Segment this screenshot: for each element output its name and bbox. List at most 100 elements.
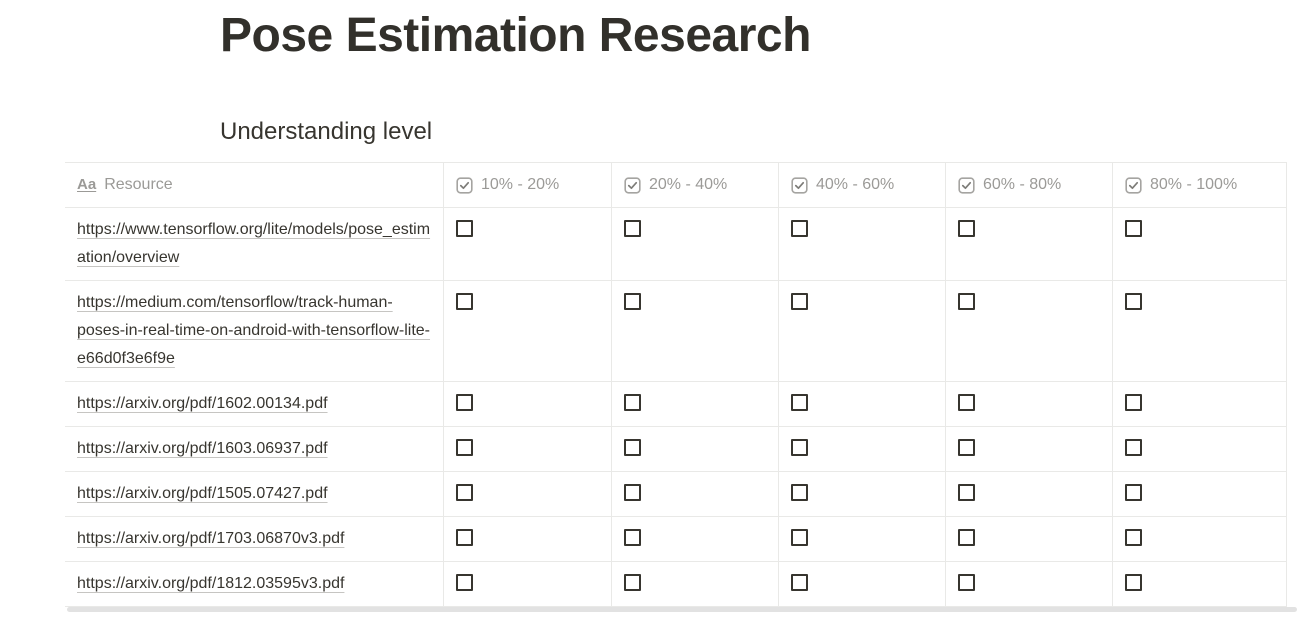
row-3-col-3-checkbox[interactable] xyxy=(958,439,975,456)
checkbox-cell xyxy=(444,382,612,426)
row-0-col-2-checkbox[interactable] xyxy=(791,220,808,237)
checkbox-cell xyxy=(612,517,779,561)
column-header-checkbox-4[interactable]: 80% - 100% xyxy=(1113,163,1287,207)
checkbox-cell xyxy=(1113,281,1287,381)
row-6-col-3-checkbox[interactable] xyxy=(958,574,975,591)
row-2-col-2-checkbox[interactable] xyxy=(791,394,808,411)
understanding-level-table: Aa Resource 10% - 20% 20% - 40% 40% - 60% 6… xyxy=(65,162,1287,607)
checkbox-property-icon xyxy=(1125,176,1142,194)
column-header-checkbox-1[interactable]: 20% - 40% xyxy=(612,163,779,207)
checkbox-property-icon xyxy=(791,176,808,194)
resource-link[interactable]: https://arxiv.org/pdf/1603.06937.pdf xyxy=(77,440,328,457)
checkbox-cell xyxy=(779,427,946,471)
checkbox-cell xyxy=(946,281,1113,381)
checkbox-cell xyxy=(779,562,946,606)
table-row: https://arxiv.org/pdf/1505.07427.pdf xyxy=(65,472,1287,517)
resource-link[interactable]: https://www.tensorflow.org/lite/models/p… xyxy=(77,221,431,266)
checkbox-cell xyxy=(444,208,612,280)
checkbox-cell xyxy=(946,382,1113,426)
checkbox-cell xyxy=(612,562,779,606)
row-2-col-4-checkbox[interactable] xyxy=(1125,394,1142,411)
row-4-col-3-checkbox[interactable] xyxy=(958,484,975,501)
resource-link[interactable]: https://arxiv.org/pdf/1812.03595v3.pdf xyxy=(77,575,345,592)
resource-link[interactable]: https://medium.com/tensorflow/track-huma… xyxy=(77,294,431,367)
checkbox-cell xyxy=(779,208,946,280)
row-6-col-2-checkbox[interactable] xyxy=(791,574,808,591)
row-3-col-4-checkbox[interactable] xyxy=(1125,439,1142,456)
checkbox-cell xyxy=(444,281,612,381)
page-title[interactable]: Pose Estimation Research xyxy=(220,9,811,62)
table-row: https://arxiv.org/pdf/1703.06870v3.pdf xyxy=(65,517,1287,562)
row-4-col-2-checkbox[interactable] xyxy=(791,484,808,501)
checkbox-cell xyxy=(779,281,946,381)
row-3-col-0-checkbox[interactable] xyxy=(456,439,473,456)
resource-link[interactable]: https://arxiv.org/pdf/1703.06870v3.pdf xyxy=(77,530,345,547)
resource-cell: https://arxiv.org/pdf/1505.07427.pdf xyxy=(65,472,444,516)
row-4-col-1-checkbox[interactable] xyxy=(624,484,641,501)
row-3-col-1-checkbox[interactable] xyxy=(624,439,641,456)
checkbox-property-icon xyxy=(456,176,473,194)
checkbox-cell xyxy=(444,427,612,471)
row-6-col-0-checkbox[interactable] xyxy=(456,574,473,591)
row-6-col-4-checkbox[interactable] xyxy=(1125,574,1142,591)
row-4-col-4-checkbox[interactable] xyxy=(1125,484,1142,501)
checkbox-cell xyxy=(779,517,946,561)
table-header-row: Aa Resource 10% - 20% 20% - 40% 40% - 60% 6… xyxy=(65,163,1287,208)
checkbox-cell xyxy=(444,562,612,606)
checkbox-cell xyxy=(946,472,1113,516)
row-5-col-4-checkbox[interactable] xyxy=(1125,529,1142,546)
checkbox-cell xyxy=(946,208,1113,280)
row-6-col-1-checkbox[interactable] xyxy=(624,574,641,591)
checkbox-cell xyxy=(612,472,779,516)
table-row: https://medium.com/tensorflow/track-huma… xyxy=(65,281,1287,382)
row-2-col-0-checkbox[interactable] xyxy=(456,394,473,411)
checkbox-cell xyxy=(779,472,946,516)
row-4-col-0-checkbox[interactable] xyxy=(456,484,473,501)
checkbox-cell xyxy=(612,382,779,426)
checkbox-cell xyxy=(444,517,612,561)
row-1-col-4-checkbox[interactable] xyxy=(1125,293,1142,310)
checkbox-cell xyxy=(1113,427,1287,471)
column-header-checkbox-2[interactable]: 40% - 60% xyxy=(779,163,946,207)
checkbox-property-icon xyxy=(958,176,975,194)
row-5-col-3-checkbox[interactable] xyxy=(958,529,975,546)
checkbox-cell xyxy=(444,472,612,516)
row-5-col-1-checkbox[interactable] xyxy=(624,529,641,546)
column-header-checkbox-0[interactable]: 10% - 20% xyxy=(444,163,612,207)
checkbox-cell xyxy=(946,562,1113,606)
column-header-label: 20% - 40% xyxy=(649,176,728,193)
column-header-resource[interactable]: Aa Resource xyxy=(65,163,444,207)
row-1-col-2-checkbox[interactable] xyxy=(791,293,808,310)
row-0-col-1-checkbox[interactable] xyxy=(624,220,641,237)
row-5-col-0-checkbox[interactable] xyxy=(456,529,473,546)
checkbox-cell xyxy=(1113,208,1287,280)
row-1-col-1-checkbox[interactable] xyxy=(624,293,641,310)
column-header-checkbox-3[interactable]: 60% - 80% xyxy=(946,163,1113,207)
table-row: https://www.tensorflow.org/lite/models/p… xyxy=(65,208,1287,281)
checkbox-cell xyxy=(612,281,779,381)
row-1-col-3-checkbox[interactable] xyxy=(958,293,975,310)
resource-link[interactable]: https://arxiv.org/pdf/1602.00134.pdf xyxy=(77,395,328,412)
row-0-col-3-checkbox[interactable] xyxy=(958,220,975,237)
resource-cell: https://arxiv.org/pdf/1603.06937.pdf xyxy=(65,427,444,471)
resource-link[interactable]: https://arxiv.org/pdf/1505.07427.pdf xyxy=(77,485,328,502)
checkbox-cell xyxy=(779,382,946,426)
row-2-col-1-checkbox[interactable] xyxy=(624,394,641,411)
checkbox-property-icon xyxy=(624,176,641,194)
database-view-title[interactable]: Understanding level xyxy=(220,118,433,145)
resource-cell: https://arxiv.org/pdf/1602.00134.pdf xyxy=(65,382,444,426)
title-property-icon: Aa xyxy=(77,176,97,193)
row-0-col-0-checkbox[interactable] xyxy=(456,220,473,237)
checkbox-cell xyxy=(946,517,1113,561)
row-2-col-3-checkbox[interactable] xyxy=(958,394,975,411)
row-5-col-2-checkbox[interactable] xyxy=(791,529,808,546)
row-3-col-2-checkbox[interactable] xyxy=(791,439,808,456)
horizontal-scrollbar[interactable] xyxy=(67,607,1297,612)
row-1-col-0-checkbox[interactable] xyxy=(456,293,473,310)
checkbox-cell xyxy=(612,208,779,280)
checkbox-cell xyxy=(1113,562,1287,606)
row-0-col-4-checkbox[interactable] xyxy=(1125,220,1142,237)
checkbox-cell xyxy=(1113,517,1287,561)
column-header-label: Resource xyxy=(104,176,173,193)
column-header-label: 80% - 100% xyxy=(1150,176,1238,193)
